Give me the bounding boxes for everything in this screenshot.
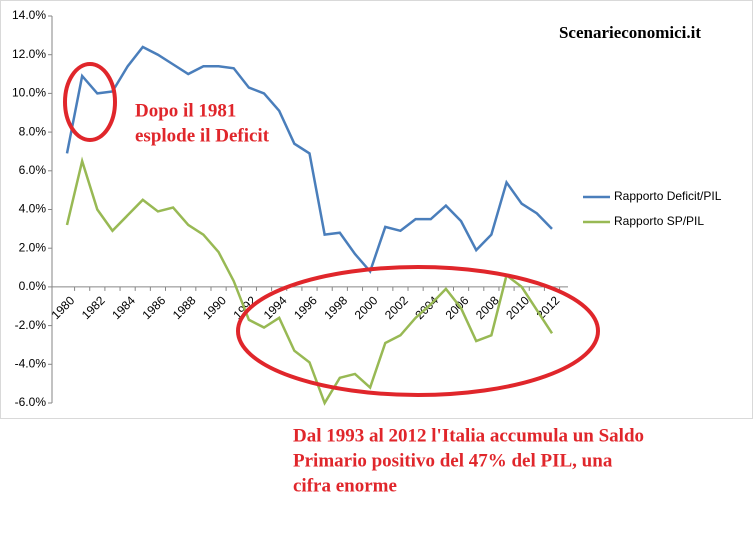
highlight-ellipse — [63, 62, 117, 142]
y-tick-label: 2.0% — [19, 240, 47, 254]
y-tick-label: 4.0% — [19, 202, 47, 216]
annotation: cifra enorme — [293, 475, 397, 496]
annotation: esplode il Deficit — [135, 125, 270, 146]
highlight-ellipse — [236, 265, 600, 397]
legend-label: Rapporto SP/PIL — [614, 214, 704, 228]
line-series — [65, 45, 553, 274]
y-tick-label: 0.0% — [19, 279, 47, 293]
chart-frame — [0, 0, 753, 419]
y-tick-label: -6.0% — [15, 395, 47, 409]
y-tick-label: 14.0% — [12, 8, 46, 22]
y-tick-label: 8.0% — [19, 124, 47, 138]
line-series — [65, 156, 554, 406]
y-tick-label: 12.0% — [12, 47, 46, 61]
annotation: Dopo il 1981 — [135, 100, 236, 121]
annotation: Dal 1993 al 2012 l'Italia accumula un Sa… — [293, 425, 644, 446]
y-tick-label: 6.0% — [19, 163, 47, 177]
annotation: Primario positivo del 47% del PIL, una — [293, 450, 613, 471]
legend-label: Rapporto Deficit/PIL — [614, 189, 722, 203]
y-tick-label: -4.0% — [15, 356, 47, 370]
y-tick-label: -2.0% — [15, 318, 47, 332]
y-tick-label: 10.0% — [12, 86, 46, 100]
watermark: Scenarieconomici.it — [559, 23, 701, 42]
